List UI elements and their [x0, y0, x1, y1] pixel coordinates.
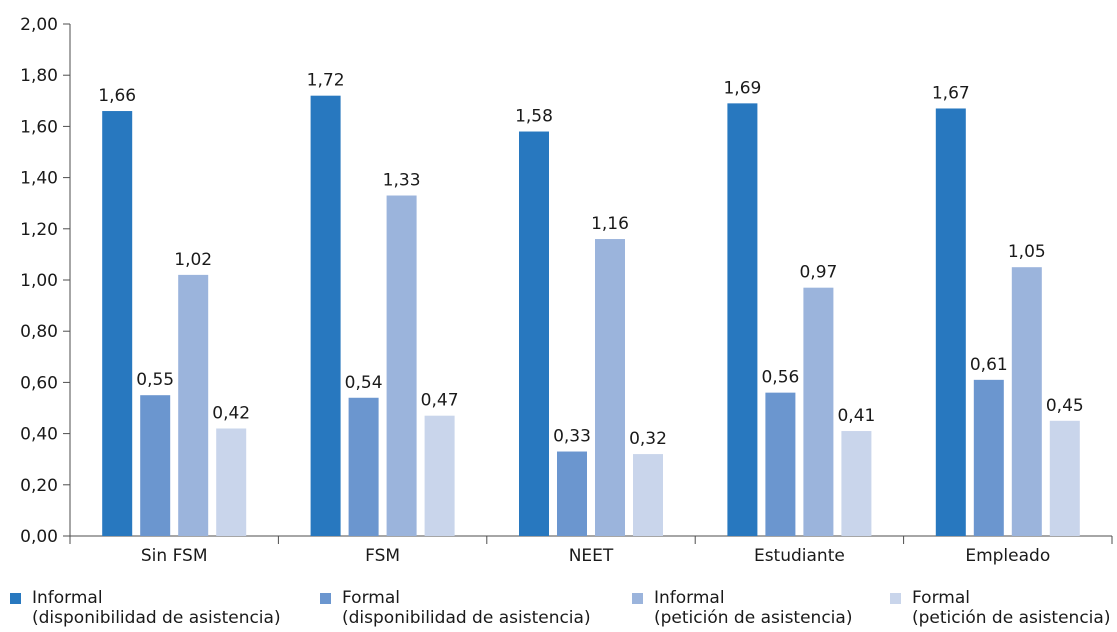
bar	[216, 428, 247, 536]
legend-label-line: Formal	[342, 588, 400, 608]
chart-legend: Informal (disponibilidad de asistencia) Fo…	[0, 588, 1117, 632]
bar-chart: 0,00 0,20 0,40 0,60 0,80 1,00 1,20 1,40 1,60 1,80…	[20, 15, 1113, 566]
bar	[765, 392, 796, 536]
bar	[386, 195, 417, 536]
bar	[348, 397, 379, 536]
bar	[310, 95, 341, 537]
bar	[595, 239, 625, 537]
data-label: 1,16	[591, 214, 629, 234]
data-label: 1,58	[515, 107, 553, 127]
bar	[557, 451, 587, 536]
legend-label-line: (petición de asistencia)	[654, 608, 853, 628]
bar	[102, 111, 133, 536]
legend-swatch	[632, 593, 643, 604]
data-label: 1,05	[1008, 242, 1046, 262]
legend-label-line: (petición de asistencia)	[912, 608, 1111, 628]
data-label: 0,33	[553, 427, 591, 447]
legend-label: Informal (disponibilidad de asistencia)	[32, 588, 281, 628]
data-label: 1,67	[932, 83, 970, 103]
legend-label-line: Informal	[654, 588, 725, 608]
bar	[935, 108, 966, 536]
y-tick-label: 0,00	[20, 527, 58, 547]
bar	[1011, 267, 1042, 536]
data-label: 0,56	[761, 368, 799, 388]
x-category-label: Empleado	[965, 546, 1050, 566]
legend-label-line: Informal	[32, 588, 103, 608]
bar	[973, 379, 1004, 536]
data-label: 1,02	[174, 250, 212, 270]
y-tick-label: 0,60	[20, 373, 58, 393]
data-label: 0,54	[345, 373, 383, 393]
bar	[727, 103, 758, 537]
legend-label: Formal (disponibilidad de asistencia)	[342, 588, 591, 628]
y-tick-label: 2,00	[20, 15, 58, 35]
bar	[424, 415, 455, 536]
legend-swatch	[10, 593, 21, 604]
y-tick-label: 1,20	[20, 220, 58, 240]
legend-label-line: (disponibilidad de asistencia)	[342, 608, 591, 628]
bar	[841, 431, 872, 536]
legend-label-line: (disponibilidad de asistencia)	[32, 608, 281, 628]
x-category-label: FSM	[365, 546, 400, 566]
y-tick-label: 1,00	[20, 271, 58, 291]
y-tick-label: 1,60	[20, 117, 58, 137]
legend-label: Formal (petición de asistencia)	[912, 588, 1110, 628]
data-label: 0,47	[421, 391, 459, 411]
x-category-label: NEET	[569, 546, 614, 566]
data-label: 0,61	[970, 355, 1008, 375]
y-tick-label: 1,80	[20, 66, 58, 86]
data-label: 1,69	[723, 78, 761, 98]
x-category-label: Sin FSM	[141, 546, 208, 566]
y-tick-label: 1,40	[20, 169, 58, 189]
y-tick-label: 0,40	[20, 425, 58, 445]
bar	[519, 131, 549, 536]
bar	[803, 287, 834, 536]
data-label: 0,42	[212, 403, 250, 423]
bar	[1049, 420, 1080, 536]
legend-swatch	[320, 593, 331, 604]
data-label: 0,45	[1046, 396, 1084, 416]
data-label: 1,66	[98, 86, 136, 106]
data-label: 1,33	[383, 171, 421, 191]
y-tick-label: 0,20	[20, 476, 58, 496]
y-tick-label: 0,80	[20, 322, 58, 342]
data-label: 0,97	[799, 263, 837, 283]
bar	[633, 454, 663, 536]
data-label: 0,41	[837, 406, 875, 426]
legend-swatch	[890, 593, 901, 604]
data-label: 1,72	[307, 71, 345, 91]
bar	[178, 274, 209, 536]
data-label: 0,32	[629, 429, 667, 449]
data-label: 0,55	[136, 370, 174, 390]
legend-label-line: Formal	[912, 588, 970, 608]
x-category-label: Estudiante	[754, 546, 845, 566]
bar	[140, 395, 171, 536]
legend-label: Informal (petición de asistencia)	[654, 588, 852, 628]
